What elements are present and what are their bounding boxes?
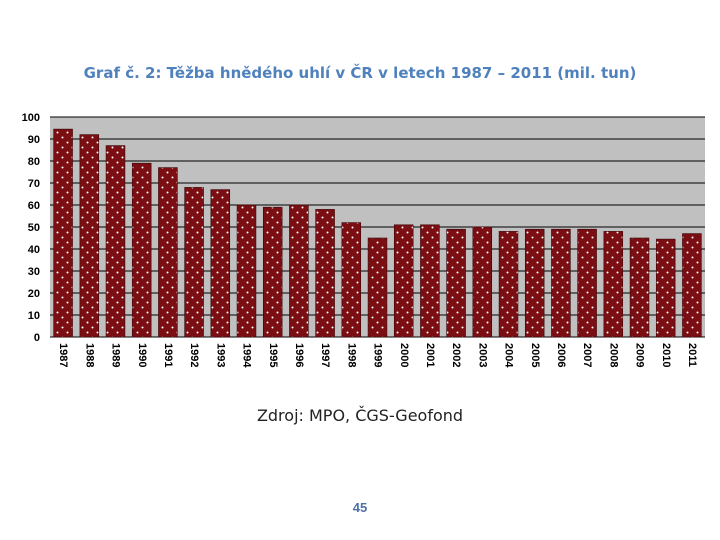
- x-tick-label: 1987: [57, 343, 69, 367]
- bar-1989: [105, 145, 126, 338]
- x-tick-label: 1996: [293, 343, 305, 367]
- bar-1991: [158, 167, 178, 338]
- page-number: 45: [352, 500, 368, 515]
- x-tick-label: 2000: [398, 343, 410, 367]
- bars: [53, 128, 702, 338]
- x-tick-label: 2002: [450, 343, 462, 367]
- x-tick-label: 2001: [424, 343, 436, 367]
- y-tick-label: 30: [28, 266, 40, 278]
- x-tick-label: 1999: [372, 343, 384, 367]
- bar-2001: [420, 224, 440, 338]
- x-tick-label: 1991: [162, 343, 174, 367]
- x-tick-label: 2003: [476, 343, 488, 367]
- y-tick-label: 20: [28, 288, 40, 300]
- bar-1997: [315, 209, 335, 338]
- y-tick-label: 60: [28, 200, 40, 212]
- bar-1987: [53, 128, 73, 338]
- bar-2009: [629, 237, 650, 338]
- source-note: Zdroj: MPO, ČGS-Geofond: [256, 406, 464, 425]
- x-tick-label: 1998: [345, 343, 357, 367]
- y-tick-label: 100: [22, 112, 40, 124]
- x-tick-label: 1994: [241, 343, 253, 368]
- x-tick-label: 1992: [188, 343, 200, 367]
- y-tick-label: 0: [34, 332, 40, 344]
- bar-2003: [472, 226, 493, 338]
- x-tick-label: 1988: [83, 343, 95, 367]
- x-tick-label: 2008: [607, 343, 619, 367]
- x-tick-label: 2011: [686, 343, 698, 367]
- x-axis-ticks: 1987 1988 1989 1990 1991 1992 1993 1994 1995 1996…: [57, 343, 698, 368]
- bar-2006: [551, 228, 571, 338]
- x-tick-label: 1993: [214, 343, 226, 367]
- x-tick-label: 1995: [267, 343, 279, 367]
- x-tick-label: 2009: [634, 343, 646, 367]
- bar-1992: [184, 187, 204, 338]
- bar-1988: [79, 134, 100, 338]
- bar-1990: [131, 162, 152, 338]
- x-tick-label: 2006: [555, 343, 567, 367]
- bar-1996: [289, 204, 309, 338]
- x-tick-label: 1997: [319, 343, 331, 367]
- bar-2010: [655, 238, 676, 338]
- y-tick-label: 80: [28, 156, 40, 168]
- bar-2011: [682, 233, 702, 338]
- y-tick-label: 40: [28, 244, 40, 256]
- bar-2008: [603, 231, 624, 338]
- bar-1999: [367, 237, 388, 338]
- x-tick-label: 2004: [503, 343, 515, 368]
- bar-2005: [524, 228, 545, 338]
- y-axis-ticks: 0 10 20 30 40 50 60 70 80 90 100: [22, 112, 40, 344]
- x-tick-label: 1989: [110, 343, 122, 367]
- bar-1995: [262, 206, 283, 338]
- bar-2004: [498, 231, 519, 338]
- bar-2002: [446, 228, 466, 338]
- bar-2007: [577, 228, 597, 338]
- bar-2000: [393, 224, 414, 338]
- x-tick-label: 1990: [136, 343, 148, 367]
- x-tick-label: 2010: [660, 343, 672, 367]
- chart-title: Graf č. 2: Těžba hnědého uhlí v ČR v let…: [83, 64, 637, 82]
- y-tick-label: 10: [28, 310, 40, 322]
- y-tick-label: 70: [28, 178, 40, 190]
- bar-1998: [341, 222, 362, 338]
- bar-1994: [236, 204, 257, 338]
- x-tick-label: 2007: [581, 343, 593, 367]
- y-tick-label: 50: [28, 222, 40, 234]
- bar-1993: [210, 189, 231, 338]
- x-tick-label: 2005: [529, 343, 541, 367]
- y-tick-label: 90: [28, 134, 40, 146]
